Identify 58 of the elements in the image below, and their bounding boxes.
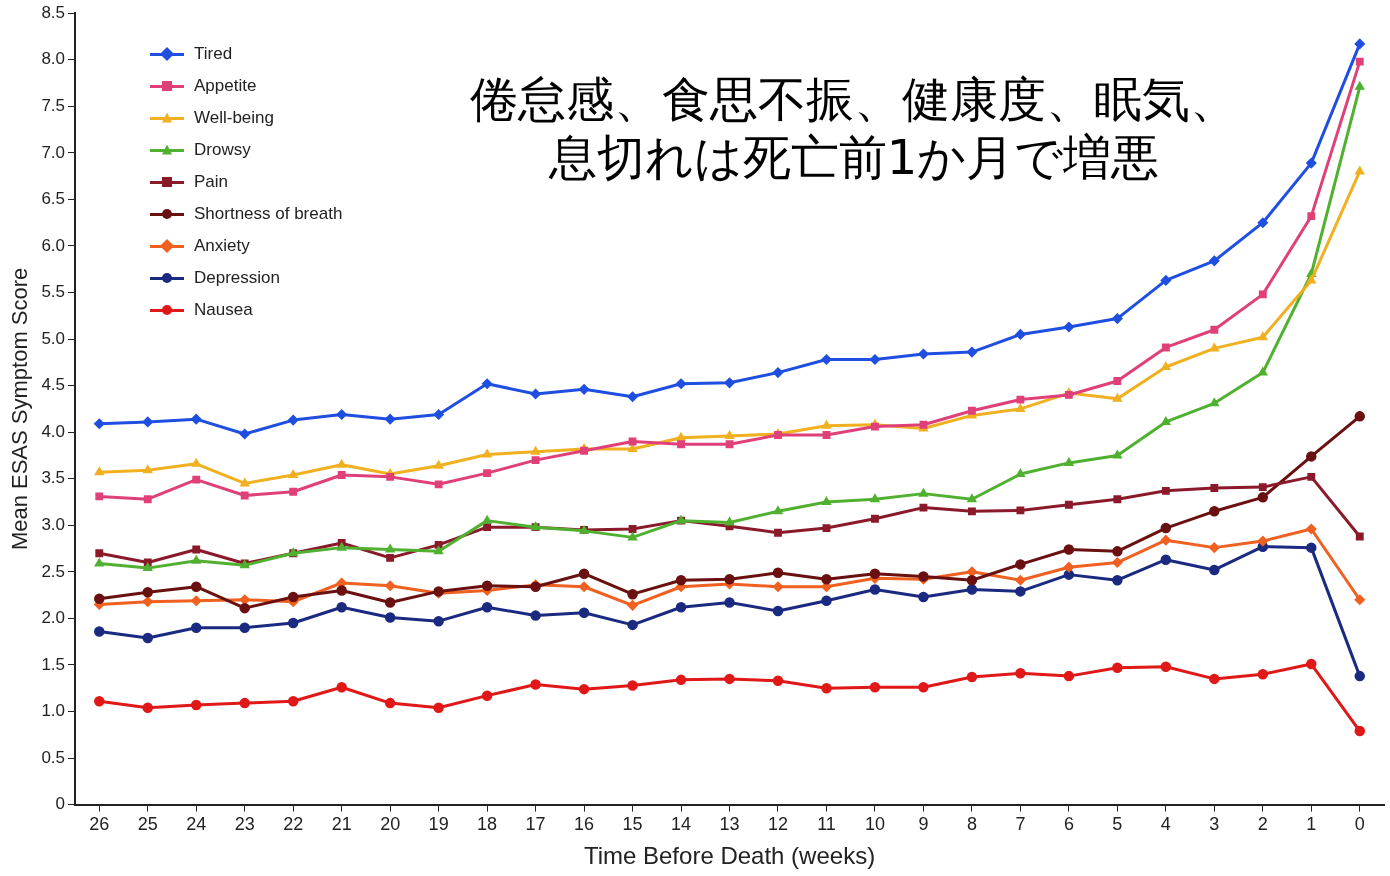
x-tick-label: 13 <box>719 814 740 835</box>
x-tick-label: 26 <box>89 814 110 835</box>
x-tick-label: 7 <box>1015 814 1026 835</box>
y-tick-label: 0.5 <box>41 747 66 767</box>
x-tick-label: 20 <box>380 814 401 835</box>
x-tick-label: 23 <box>234 814 255 835</box>
x-tick-label: 15 <box>622 814 643 835</box>
y-tick-label: 2.0 <box>41 608 66 628</box>
legend-label: Tired <box>194 44 233 64</box>
y-tick-label: 5.5 <box>41 282 66 302</box>
y-tick-label: 4.0 <box>41 421 66 441</box>
x-tick-label: 21 <box>331 814 352 835</box>
annotation: 息切れは死亡前1か月で増悪 <box>547 128 1161 186</box>
annotation: 倦怠感、食思不振、健康度、眠気、 <box>470 70 1238 128</box>
x-tick-label: 2 <box>1257 814 1268 835</box>
x-tick-label: 8 <box>966 814 977 835</box>
y-tick-label: 3.5 <box>41 468 66 488</box>
x-tick-label: 22 <box>283 814 304 835</box>
y-tick-label: 1.0 <box>41 701 66 721</box>
x-tick-label: 10 <box>864 814 885 835</box>
x-tick-label: 12 <box>767 814 789 835</box>
legend-label: Drowsy <box>194 140 251 160</box>
x-tick-label: 0 <box>1354 814 1365 835</box>
x-tick-label: 24 <box>186 814 207 835</box>
y-tick-label: 3.0 <box>41 514 66 534</box>
y-tick-label: 4.5 <box>41 375 66 395</box>
y-tick-label: 7.5 <box>41 95 66 115</box>
legend-label: Depression <box>194 268 280 288</box>
y-tick-label: 1.5 <box>41 654 66 674</box>
y-axis-title: Mean ESAS Symptom Score <box>7 267 33 551</box>
x-tick-label: 18 <box>477 814 498 835</box>
y-tick-label: 6.5 <box>41 189 66 209</box>
x-tick-label: 6 <box>1063 814 1074 835</box>
y-tick-label: 8.0 <box>41 49 66 69</box>
y-tick-label: 5.0 <box>41 328 66 348</box>
legend-label: Nausea <box>194 300 253 320</box>
legend-label: Anxiety <box>194 236 250 256</box>
legend-label: Pain <box>194 172 229 192</box>
x-tick-label: 14 <box>671 814 692 835</box>
legend-label: Appetite <box>194 76 257 96</box>
y-tick-label: 2.5 <box>41 561 66 581</box>
y-tick-label: 0 <box>55 794 66 814</box>
x-tick-label: 19 <box>428 814 449 835</box>
x-tick-label: 25 <box>137 814 158 835</box>
x-tick-label: 4 <box>1160 814 1171 835</box>
y-tick-label: 7.0 <box>41 142 66 162</box>
x-tick-label: 11 <box>817 814 836 835</box>
x-tick-label: 16 <box>574 814 595 835</box>
x-tick-label: 5 <box>1112 814 1123 835</box>
x-tick-label: 1 <box>1306 814 1317 835</box>
y-tick-label: 6.0 <box>41 235 66 255</box>
y-tick-label: 8.5 <box>41 2 66 22</box>
x-tick-label: 17 <box>525 814 546 835</box>
x-tick-label: 9 <box>918 814 929 835</box>
legend-label: Well-being <box>194 108 275 128</box>
x-tick-label: 3 <box>1209 814 1220 835</box>
x-axis-title: Time Before Death (weeks) <box>583 842 876 870</box>
legend-label: Shortness of breath <box>194 204 343 224</box>
